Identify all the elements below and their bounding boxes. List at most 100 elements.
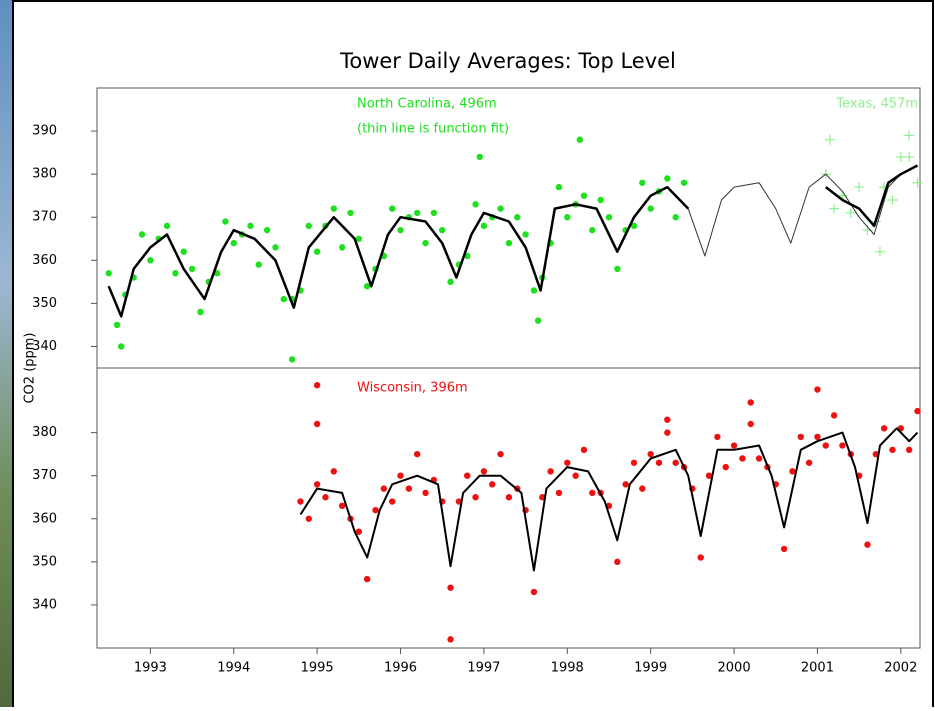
point xyxy=(264,227,270,233)
point xyxy=(814,434,820,440)
x-tick-label: 2001 xyxy=(801,661,834,676)
point xyxy=(714,434,720,440)
point xyxy=(314,248,320,254)
point xyxy=(272,244,278,250)
point xyxy=(389,498,395,504)
point xyxy=(647,205,653,211)
point xyxy=(414,451,420,457)
point xyxy=(589,490,595,496)
point xyxy=(472,201,478,207)
point xyxy=(431,210,437,216)
y-tick-label: 340 xyxy=(32,339,57,354)
y-tick-label: 390 xyxy=(32,124,57,139)
y-tick-label: 350 xyxy=(32,554,57,569)
x-tick-label: 1993 xyxy=(134,661,167,676)
x-tick-label: 1998 xyxy=(551,661,584,676)
point xyxy=(831,412,837,418)
point xyxy=(489,481,495,487)
point xyxy=(447,584,453,590)
point xyxy=(339,503,345,509)
point xyxy=(331,468,337,474)
point xyxy=(798,434,804,440)
point xyxy=(589,227,595,233)
point xyxy=(823,442,829,448)
point xyxy=(556,184,562,190)
point xyxy=(147,257,153,263)
point xyxy=(397,472,403,478)
point xyxy=(531,589,537,595)
point xyxy=(347,210,353,216)
point xyxy=(422,490,428,496)
point xyxy=(581,447,587,453)
point xyxy=(556,490,562,496)
annotation: (thin line is function fit) xyxy=(357,122,509,137)
point xyxy=(322,494,328,500)
point xyxy=(748,399,754,405)
point xyxy=(406,485,412,491)
point xyxy=(606,214,612,220)
point xyxy=(331,205,337,211)
chart-title: Tower Daily Averages: Top Level xyxy=(339,49,676,73)
point xyxy=(422,240,428,246)
point xyxy=(756,455,762,461)
point xyxy=(189,266,195,272)
point xyxy=(639,180,645,186)
series-label: North Carolina, 496m xyxy=(357,97,497,112)
point xyxy=(339,244,345,250)
point xyxy=(547,468,553,474)
point xyxy=(881,425,887,431)
y-tick-label: 380 xyxy=(32,425,57,440)
point xyxy=(531,287,537,293)
point xyxy=(723,464,729,470)
y-tick-label: 350 xyxy=(32,296,57,311)
point xyxy=(664,416,670,422)
point xyxy=(639,485,645,491)
point xyxy=(222,218,228,224)
point xyxy=(631,460,637,466)
x-tick-label: 1994 xyxy=(217,661,250,676)
point xyxy=(481,223,487,229)
point xyxy=(247,223,253,229)
y-tick-label: 370 xyxy=(32,210,57,225)
point xyxy=(914,408,920,414)
point xyxy=(181,248,187,254)
point xyxy=(447,279,453,285)
point xyxy=(839,442,845,448)
point xyxy=(514,214,520,220)
point xyxy=(748,421,754,427)
point xyxy=(447,636,453,642)
point xyxy=(522,231,528,237)
x-tick-label: 2002 xyxy=(884,661,917,676)
x-tick-label: 1997 xyxy=(467,661,500,676)
point xyxy=(672,460,678,466)
point xyxy=(664,429,670,435)
x-tick-label: 2000 xyxy=(718,661,751,676)
point xyxy=(314,421,320,427)
point xyxy=(389,205,395,211)
y-tick-label: 360 xyxy=(32,511,57,526)
point xyxy=(506,494,512,500)
y-tick-label: 360 xyxy=(32,253,57,268)
point xyxy=(739,455,745,461)
point xyxy=(614,559,620,565)
series-label: Texas, 457m xyxy=(835,97,918,112)
point xyxy=(614,266,620,272)
point xyxy=(577,136,583,142)
point xyxy=(314,481,320,487)
point xyxy=(118,343,124,349)
photo-strip xyxy=(0,0,12,707)
point xyxy=(481,468,487,474)
point xyxy=(114,322,120,328)
point xyxy=(864,541,870,547)
point xyxy=(364,576,370,582)
point xyxy=(256,261,262,267)
point xyxy=(497,451,503,457)
point xyxy=(781,546,787,552)
point xyxy=(172,270,178,276)
point xyxy=(681,180,687,186)
point xyxy=(564,214,570,220)
point xyxy=(572,472,578,478)
point xyxy=(464,472,470,478)
point xyxy=(564,460,570,466)
point xyxy=(314,382,320,388)
